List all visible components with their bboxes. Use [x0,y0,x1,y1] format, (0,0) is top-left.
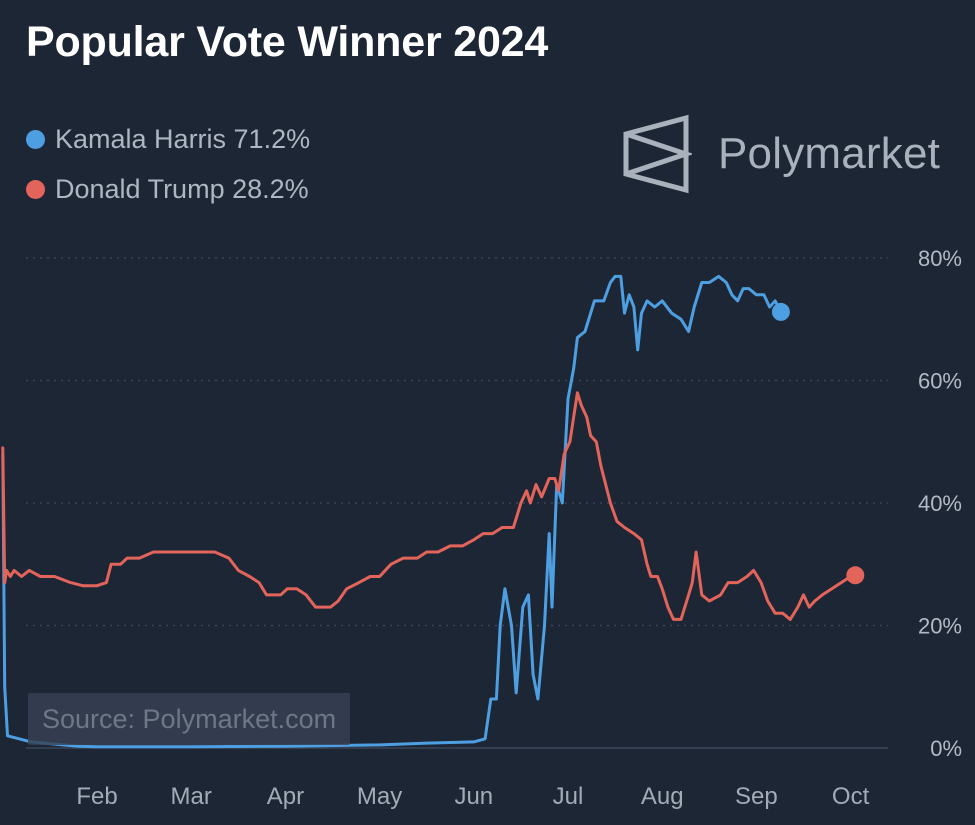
x-tick-label-jul: Jul [553,783,584,810]
legend-item-trump: Donald Trump 28.2% [26,164,310,214]
legend-dot-harris-icon [26,129,45,149]
x-axis: Feb Mar Apr May Jun Jul Aug Sep Oct [76,783,869,810]
y-tick-label-0: 0% [930,736,962,761]
x-tick-label-apr: Apr [267,783,304,810]
legend-dot-trump-icon [26,179,45,199]
brand: Polymarket [622,114,940,194]
x-tick-label-mar: Mar [171,783,212,810]
y-tick-label-20: 20% [918,614,962,639]
y-tick-label-80: 80% [918,246,962,271]
x-tick-label-may: May [357,783,402,810]
series-line-kamala-harris [1,274,783,749]
x-tick-label-feb: Feb [76,783,117,810]
legend: Kamala Harris 71.2% Donald Trump 28.2% [26,114,310,214]
legend-item-harris: Kamala Harris 71.2% [26,114,310,164]
x-tick-label-jun: Jun [454,783,493,810]
x-tick-label-sep: Sep [735,783,778,810]
series-endpoint-kamala-harris [771,302,790,321]
y-tick-label-60: 60% [918,369,962,394]
x-tick-label-oct: Oct [832,783,870,810]
source-label: Source: Polymarket.com [28,693,351,745]
polymarket-logo-icon [623,114,692,194]
legend-label-trump: Donald Trump 28.2% [55,173,309,204]
series-line-donald-trump [1,391,857,621]
grid-lines [26,257,888,749]
y-tick-label-40: 40% [918,491,962,516]
chart-title: Popular Vote Winner 2024 [26,18,549,66]
y-axis: 0% 20% 40% 60% 80% [918,246,962,761]
brand-name: Polymarket [718,129,941,178]
series-group [1,274,865,749]
series-endpoint-donald-trump [846,566,865,585]
x-tick-label-aug: Aug [641,783,684,810]
legend-label-harris: Kamala Harris 71.2% [55,123,311,154]
